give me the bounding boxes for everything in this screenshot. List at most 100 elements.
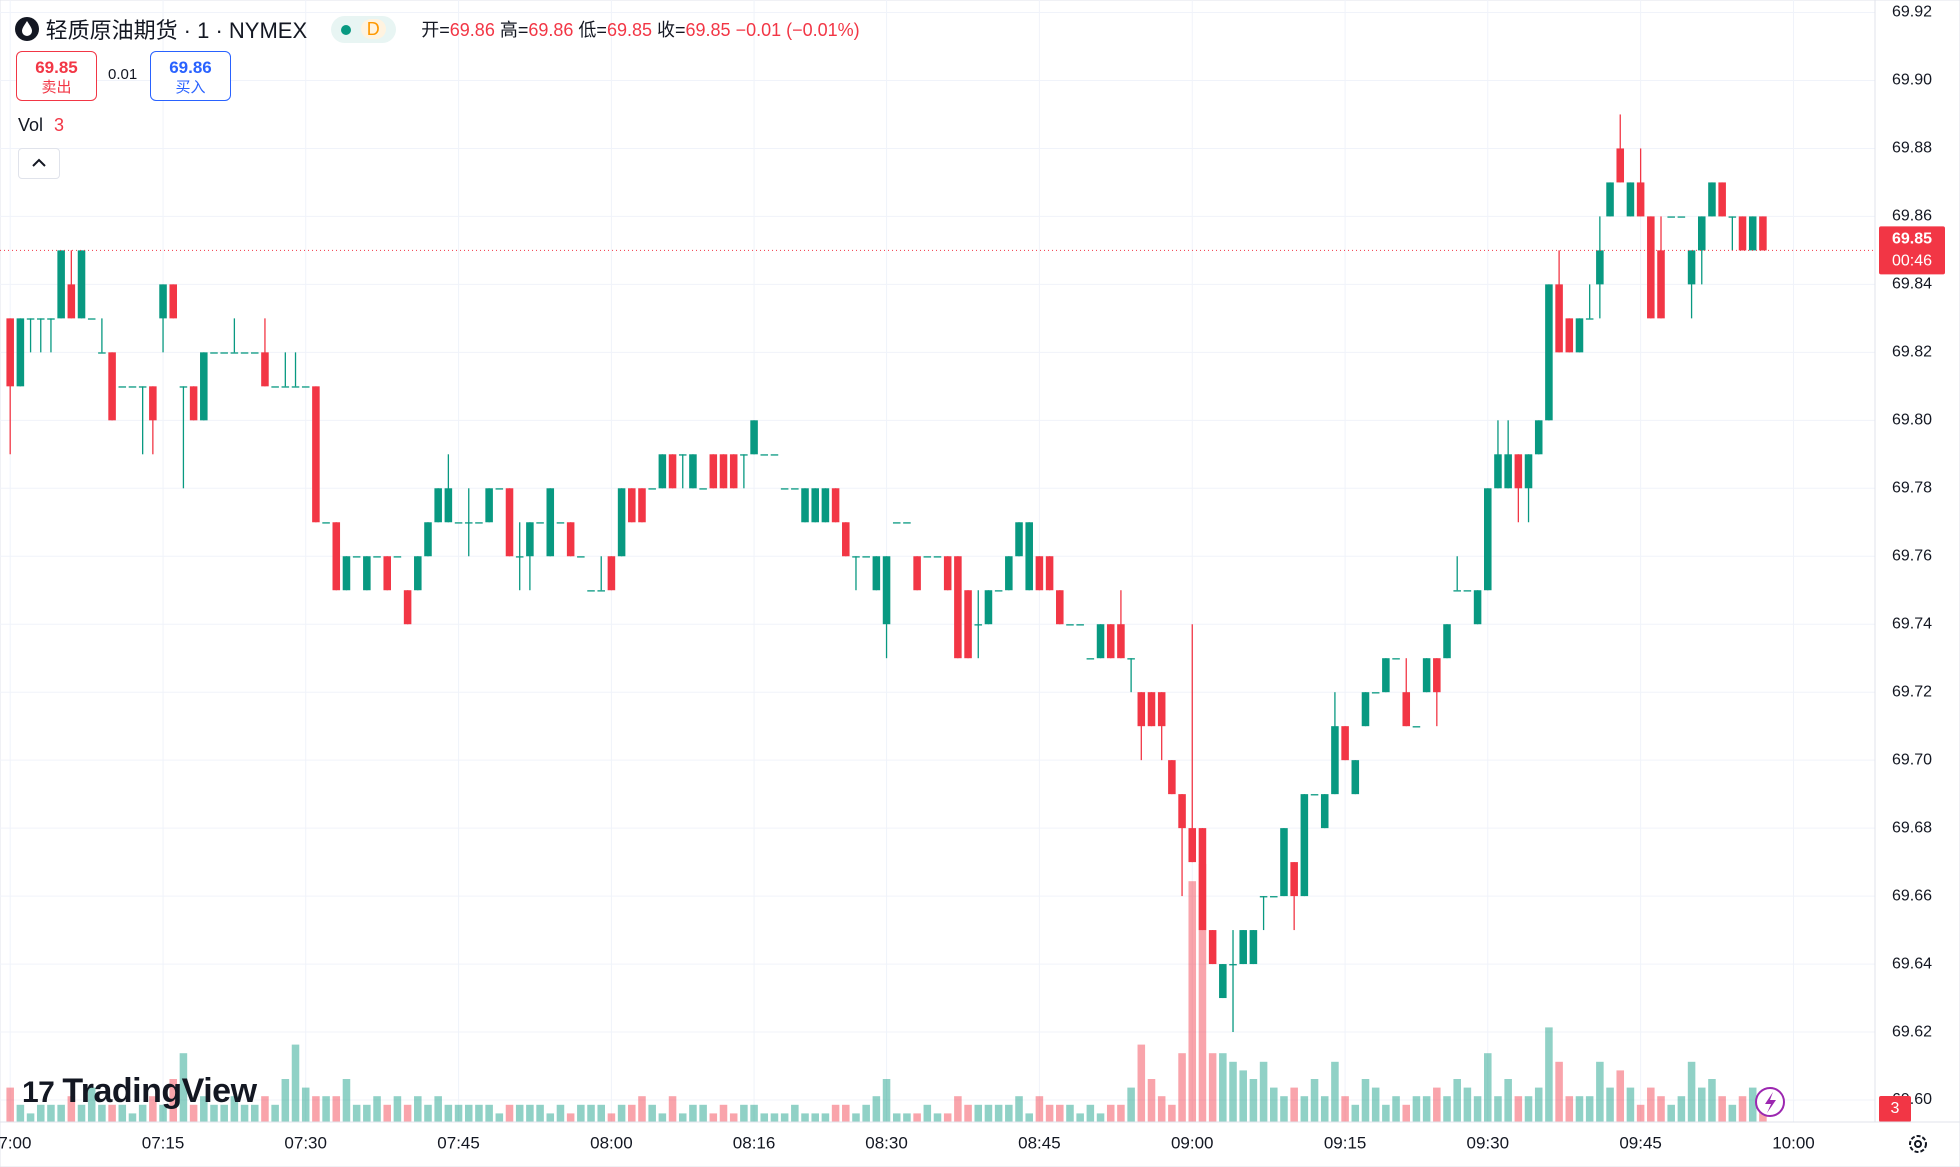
candle	[1300, 794, 1309, 897]
volume-bar	[801, 1113, 809, 1122]
settings-button[interactable]	[1909, 1135, 1927, 1153]
candle-body	[1188, 828, 1197, 863]
candle	[1351, 760, 1360, 795]
candle	[699, 488, 707, 490]
candle-body	[342, 556, 351, 591]
candle-body	[200, 352, 208, 421]
candle	[230, 318, 239, 354]
sell-button[interactable]: 69.85 卖出	[16, 51, 97, 101]
ohlc-value: 69.86	[449, 20, 495, 40]
symbol-title[interactable]: 轻质原油期货 · 1 · NYMEX	[45, 18, 308, 43]
candle	[1534, 420, 1543, 455]
volume-bar	[1433, 1087, 1441, 1122]
candle	[1708, 182, 1716, 217]
logo[interactable]: 17 TradingView	[22, 1072, 257, 1111]
candle-body	[26, 318, 35, 320]
candle	[678, 454, 687, 489]
volume-bar	[1748, 1087, 1757, 1122]
volume-bar	[1412, 1096, 1421, 1122]
candle	[444, 454, 453, 523]
volume-bar	[1310, 1079, 1319, 1122]
candle	[923, 556, 932, 558]
candle-body	[87, 318, 96, 320]
y-tick-label: 69.70	[1892, 751, 1932, 768]
candle-body	[1555, 284, 1563, 353]
candle-body	[505, 488, 514, 557]
candle	[383, 556, 391, 591]
candle-body	[332, 522, 341, 591]
candle	[1361, 692, 1370, 727]
candle-body	[1239, 930, 1247, 965]
candle-body	[811, 488, 819, 523]
buy-button[interactable]: 69.86 买入	[150, 51, 231, 101]
candle	[954, 556, 962, 659]
market-status[interactable]: D	[330, 15, 396, 43]
volume-bar	[1473, 1096, 1482, 1122]
volume-label: Vol	[18, 115, 44, 135]
volume-bar	[770, 1113, 779, 1122]
candle-body	[1412, 726, 1421, 728]
candle-body	[220, 352, 228, 354]
volume-bar	[811, 1113, 819, 1122]
candle	[709, 454, 718, 489]
volume-bar	[1056, 1104, 1064, 1122]
collapse-button[interactable]	[18, 148, 60, 179]
volume-bar	[291, 1044, 300, 1122]
volume-bar	[1728, 1104, 1737, 1122]
volume-bar	[628, 1104, 636, 1122]
candle-body	[1361, 692, 1370, 727]
candle	[67, 250, 76, 319]
candle	[77, 250, 86, 319]
candle	[1066, 624, 1074, 626]
volume-bar	[383, 1104, 391, 1122]
volume-bar	[230, 1096, 239, 1122]
candle-body	[444, 488, 453, 523]
candle	[1198, 828, 1207, 931]
volume-bar	[1504, 1079, 1512, 1122]
spread: 0.01	[108, 66, 138, 83]
ohlc-label: 开=	[421, 20, 450, 40]
candle	[6, 318, 14, 455]
logo-mark: 17	[22, 1076, 55, 1109]
candle	[638, 488, 646, 523]
volume-bar	[281, 1079, 290, 1122]
x-tick-label: 08:45	[1018, 1133, 1061, 1152]
volume-bar	[1259, 1061, 1268, 1122]
volume-bar	[1280, 1096, 1288, 1122]
candle	[47, 318, 55, 353]
candle	[1626, 182, 1635, 217]
candle-body	[1331, 726, 1339, 795]
volume-bar	[77, 1104, 86, 1122]
candle-body	[1728, 216, 1737, 218]
candle-body	[240, 352, 249, 354]
candle-body	[1117, 624, 1125, 659]
candle	[964, 590, 972, 659]
volume-bar	[1667, 1104, 1675, 1122]
x-tick-label: 10:00	[1772, 1133, 1815, 1152]
candle	[1320, 794, 1329, 829]
candle-body	[1310, 794, 1319, 796]
candle	[169, 284, 178, 319]
volume-bar	[546, 1113, 555, 1122]
candle	[1392, 658, 1400, 660]
candle-body	[1096, 624, 1105, 659]
candle-body	[352, 556, 361, 558]
candle-body	[1259, 896, 1268, 898]
candle	[852, 556, 860, 591]
x-tick-label: 07:15	[142, 1133, 185, 1152]
volume-bar	[648, 1104, 656, 1122]
candle-body	[1106, 624, 1115, 659]
candle	[179, 386, 188, 489]
candle	[312, 386, 320, 523]
candle	[210, 352, 218, 354]
candle-body	[1208, 930, 1217, 965]
candle-body	[1422, 658, 1431, 693]
candle-body	[485, 488, 493, 523]
volume-bar	[159, 1104, 167, 1122]
volume-bar	[1545, 1027, 1553, 1122]
volume-bar	[872, 1096, 881, 1122]
candle	[342, 556, 351, 591]
candle	[98, 318, 106, 354]
volume-bar	[98, 1104, 106, 1122]
candle-body	[189, 386, 198, 421]
